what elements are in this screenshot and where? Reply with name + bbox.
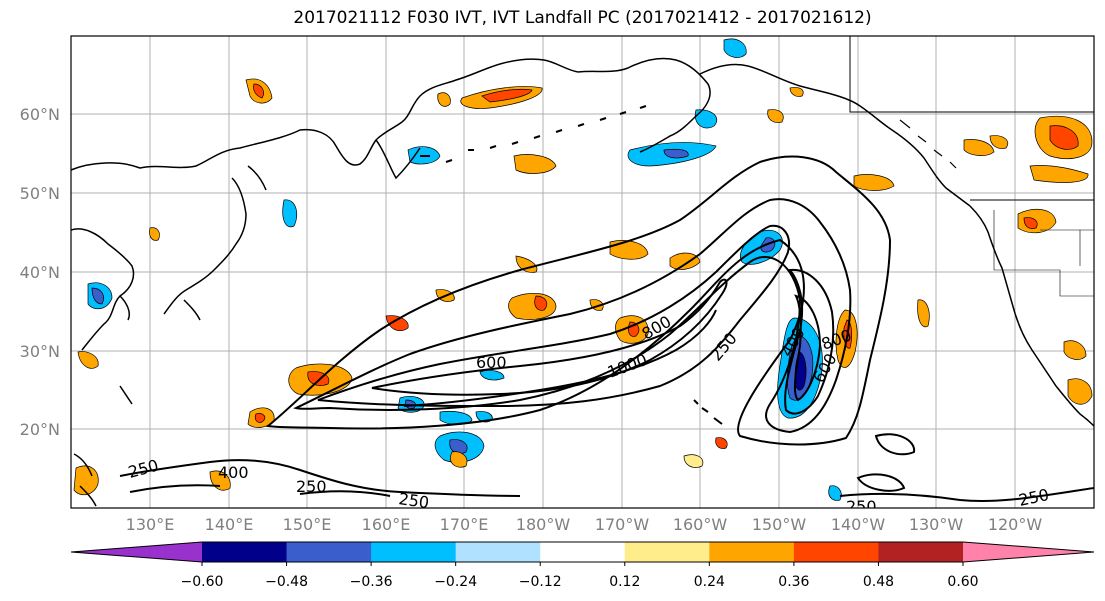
colorbar-segment (624, 542, 710, 562)
lon-tick: 160°W (673, 515, 728, 534)
colorbar-segment (878, 542, 964, 562)
colorbar-segment (455, 542, 541, 562)
lon-tick-labels: 130°E 140°E 150°E 160°E 170°E 180°W 170°… (126, 515, 1043, 534)
contour-label: 250 (846, 497, 877, 516)
lat-tick: 20°N (20, 420, 60, 439)
lat-tick: 40°N (20, 263, 60, 282)
lon-tick: 130°W (909, 515, 964, 534)
contour-label: 400 (218, 463, 249, 482)
contour-label: 250 (296, 477, 327, 496)
map-border (70, 35, 1095, 509)
lat-tick-labels: 60°N 50°N 40°N 30°N 20°N (20, 105, 60, 439)
lon-tick: 150°E (283, 515, 332, 534)
colorbar-tick-label: −0.36 (350, 574, 393, 590)
lon-tick: 140°W (831, 515, 886, 534)
lon-tick: 140°E (205, 515, 254, 534)
colorbar-tick-label: 0.12 (609, 574, 640, 590)
colorbar-tick-label: −0.60 (181, 574, 224, 590)
lon-tick: 120°W (988, 515, 1043, 534)
lat-tick: 30°N (20, 342, 60, 361)
colorbar-tick-label: 0.36 (778, 574, 809, 590)
colorbar-tick-label: 0.60 (947, 574, 978, 590)
contour-label: 250 (1017, 485, 1051, 510)
colorbar-segment (371, 542, 457, 562)
colorbar-segment (793, 542, 879, 562)
lon-tick: 160°E (362, 515, 411, 534)
lon-tick: 180°W (516, 515, 571, 534)
contour-label: 600 (476, 353, 507, 372)
contour-label: 250 (397, 489, 430, 512)
lon-tick: 150°W (752, 515, 807, 534)
colorbar-segment (286, 542, 372, 562)
lat-tick: 50°N (20, 184, 60, 203)
colorbar-tick-label: −0.12 (519, 574, 562, 590)
lon-tick: 170°W (595, 515, 650, 534)
colorbar-extend-low (71, 542, 202, 562)
colorbar-segment (709, 542, 795, 562)
colorbar-tick-label: −0.48 (265, 574, 308, 590)
colorbar-tick-label: −0.24 (434, 574, 477, 590)
colorbar-tick-label: 0.48 (863, 574, 894, 590)
lat-tick: 60°N (20, 105, 60, 124)
borders (849, 36, 1094, 297)
lon-tick: 130°E (126, 515, 175, 534)
colorbar-extend-high (963, 542, 1094, 562)
colorbar-segment (540, 542, 626, 562)
gridlines (71, 36, 1094, 508)
ivt-contours (119, 155, 1094, 503)
colorbar-tick-label: 0.24 (694, 574, 725, 590)
colorbar-segment (202, 542, 288, 562)
colorbar: −0.60 −0.48 −0.36 −0.24 −0.12 0.12 0.24 0.36 0.4… (70, 541, 1095, 590)
figure-title: 2017021112 F030 IVT, IVT Landfall PC (20… (293, 8, 872, 28)
coastlines (71, 57, 1094, 507)
lon-tick: 170°E (440, 515, 489, 534)
